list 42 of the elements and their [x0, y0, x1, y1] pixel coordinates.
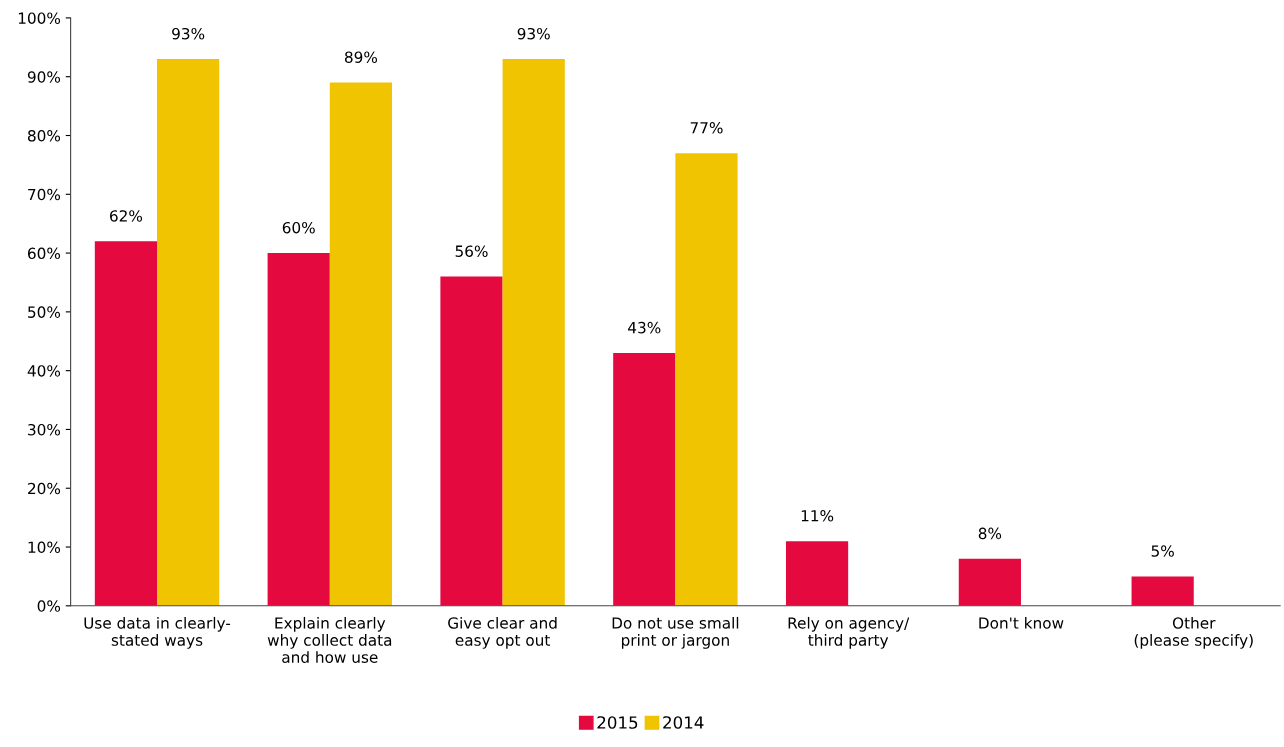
y-tick-label: 60%	[28, 247, 61, 260]
y-tick-label: 80%	[27, 129, 61, 142]
data-label: 8%	[978, 527, 1002, 540]
data-label: 62%	[110, 210, 143, 222]
y-tick-label: 20%	[28, 482, 61, 495]
y-tick-label: 30%	[28, 423, 61, 436]
x-tick-label: Other (please specify)	[1134, 616, 1253, 649]
y-tick-label: 40%	[27, 365, 61, 377]
data-label: 77%	[690, 121, 723, 134]
bar	[267, 253, 330, 606]
data-label: 93%	[517, 27, 550, 40]
bar	[157, 59, 220, 606]
y-tick-label: 50%	[28, 306, 61, 318]
x-tick-label: Explain clearly why collect data and how use	[267, 616, 392, 663]
data-label: 11%	[801, 509, 834, 522]
data-label: 93%	[172, 27, 205, 40]
data-label: 89%	[344, 51, 378, 63]
bar	[329, 82, 393, 606]
bar	[502, 59, 565, 606]
x-tick-label: Use data in clearly- stated ways	[84, 616, 231, 649]
y-tick-label: 90%	[27, 71, 61, 83]
y-tick-label: 100%	[18, 12, 61, 24]
data-label: 60%	[282, 221, 315, 234]
bar	[785, 541, 849, 606]
legend-label: 2014	[663, 716, 704, 729]
legend-label: 2015	[597, 716, 638, 729]
x-tick-label: Give clear and easy opt out	[448, 616, 557, 649]
x-tick-label: Don't know	[979, 616, 1064, 629]
bar	[1131, 576, 1194, 606]
data-label: 5%	[1151, 545, 1174, 557]
data-label: 43%	[628, 321, 661, 334]
y-tick-label: 10%	[28, 541, 61, 554]
bar	[613, 353, 676, 606]
data-label: 56%	[455, 245, 488, 257]
x-tick-label: Rely on agency/ third party	[788, 616, 910, 649]
y-tick-label: 0%	[37, 600, 61, 612]
bar	[675, 153, 738, 606]
x-tick-label: Do not use small print or jargon	[612, 616, 739, 649]
bar	[94, 241, 158, 606]
y-tick-label: 70%	[28, 188, 61, 201]
bar	[958, 558, 1021, 606]
bar	[440, 276, 503, 606]
